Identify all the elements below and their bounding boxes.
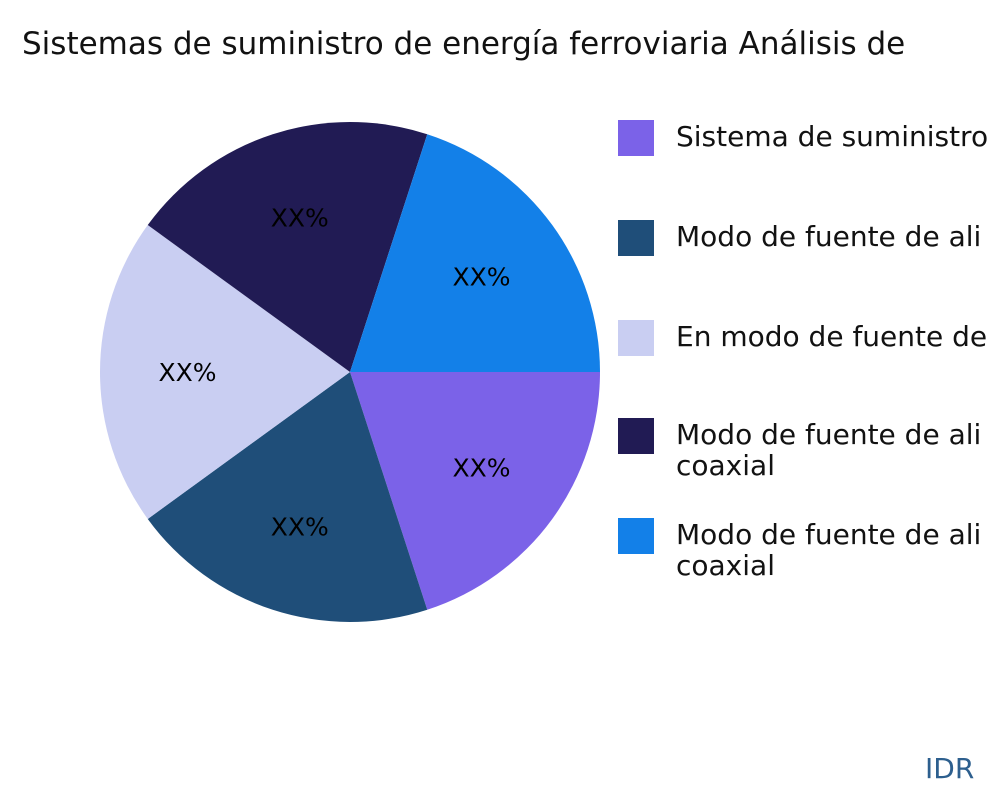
- legend-swatch-icon: [618, 418, 654, 454]
- pie-slice-label: XX%: [452, 262, 510, 291]
- pie-slice-2: [100, 225, 350, 519]
- legend-item: En modo de fuente de: [618, 320, 987, 356]
- pie-slice-label: XX%: [452, 454, 510, 483]
- watermark: IDR: [925, 752, 975, 785]
- chart-title: Sistemas de suministro de energía ferrov…: [22, 26, 906, 62]
- pie-slice-label: XX%: [271, 513, 329, 542]
- legend-swatch-icon: [618, 120, 654, 156]
- pie-chart: XX% XX% XX% XX% XX%: [100, 122, 600, 622]
- legend-item: Modo de fuente de ali: [618, 220, 981, 256]
- pie-slice-0: [350, 372, 600, 610]
- legend-label: Modo de fuente de ali coaxial: [676, 418, 982, 483]
- pie-slice-3: [147, 122, 428, 373]
- legend-item: Sistema de suministro: [618, 120, 988, 156]
- legend-swatch-icon: [618, 518, 654, 554]
- legend-item: Modo de fuente de ali coaxial: [618, 418, 981, 482]
- legend-swatch-icon: [618, 220, 654, 256]
- pie-slice-4: [350, 134, 600, 372]
- legend-label: Modo de fuente de ali coaxial: [676, 518, 982, 583]
- legend-label: Modo de fuente de ali: [676, 220, 982, 253]
- pie-slice-label: XX%: [158, 358, 216, 387]
- legend-label: En modo de fuente de: [676, 320, 988, 353]
- pie-slice-1: [147, 372, 428, 622]
- pie-slice-label: XX%: [271, 203, 329, 232]
- legend-label: Sistema de suministro: [676, 120, 989, 153]
- legend-swatch-icon: [618, 320, 654, 356]
- legend-item: Modo de fuente de ali coaxial: [618, 518, 981, 582]
